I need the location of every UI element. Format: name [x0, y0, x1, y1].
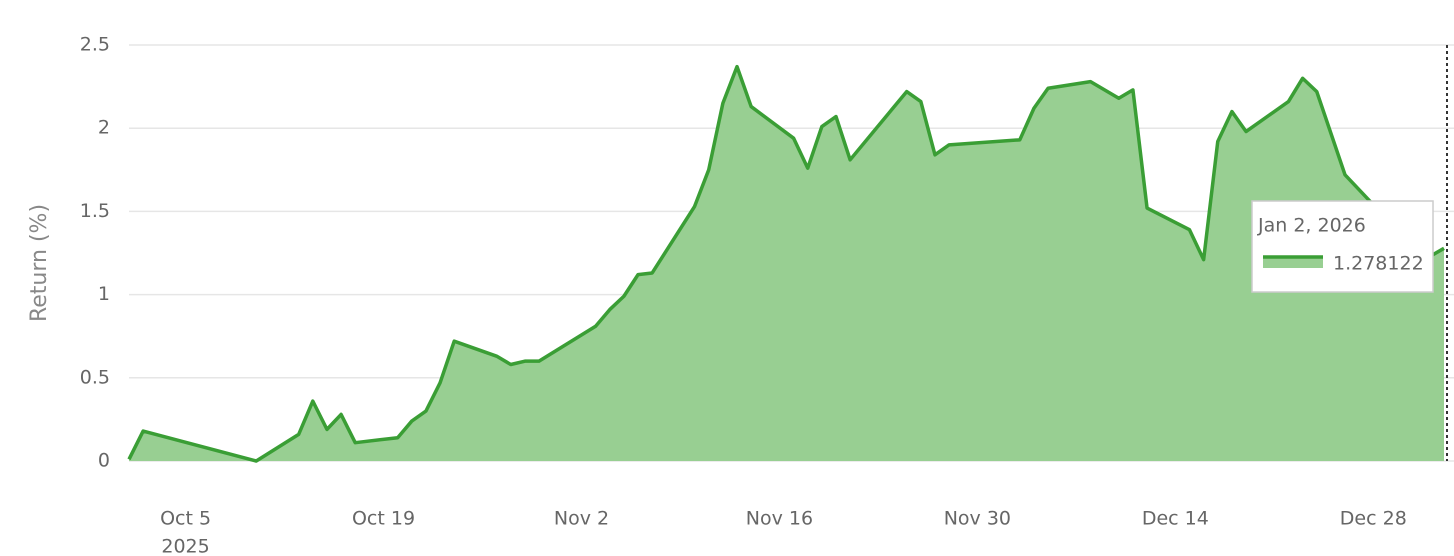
x-tick-label: Nov 30 — [944, 508, 1011, 530]
tooltip-value: 1.278122 — [1333, 253, 1424, 275]
x-tick-label: Dec 28 — [1340, 508, 1407, 530]
y-tick-label: 0.5 — [80, 366, 110, 388]
tooltip-title: Jan 2, 2026 — [1257, 215, 1366, 237]
x-tick-label: Oct 5 — [160, 508, 211, 530]
y-tick-label: 1 — [98, 283, 110, 305]
x-tick-label: Oct 19 — [352, 508, 415, 530]
y-tick-label: 1.5 — [80, 200, 110, 222]
area-fill — [129, 66, 1444, 461]
tooltip-swatch — [1263, 256, 1323, 268]
x-tick-label: Dec 14 — [1142, 508, 1209, 530]
area-line — [127, 64, 1445, 463]
y-tick-label: 2 — [98, 117, 110, 139]
tooltip: Jan 2, 2026 1.278122 — [1251, 200, 1434, 293]
y-axis-label: Return (%) — [27, 204, 52, 322]
y-tick-label: 0 — [98, 450, 110, 472]
x-tick-sublabel: 2025 — [161, 536, 209, 556]
x-tick-label: Nov 2 — [554, 508, 609, 530]
y-tick-label: 2.5 — [80, 34, 110, 56]
x-tick-label: Nov 16 — [746, 508, 813, 530]
tooltip-box — [1251, 200, 1434, 293]
